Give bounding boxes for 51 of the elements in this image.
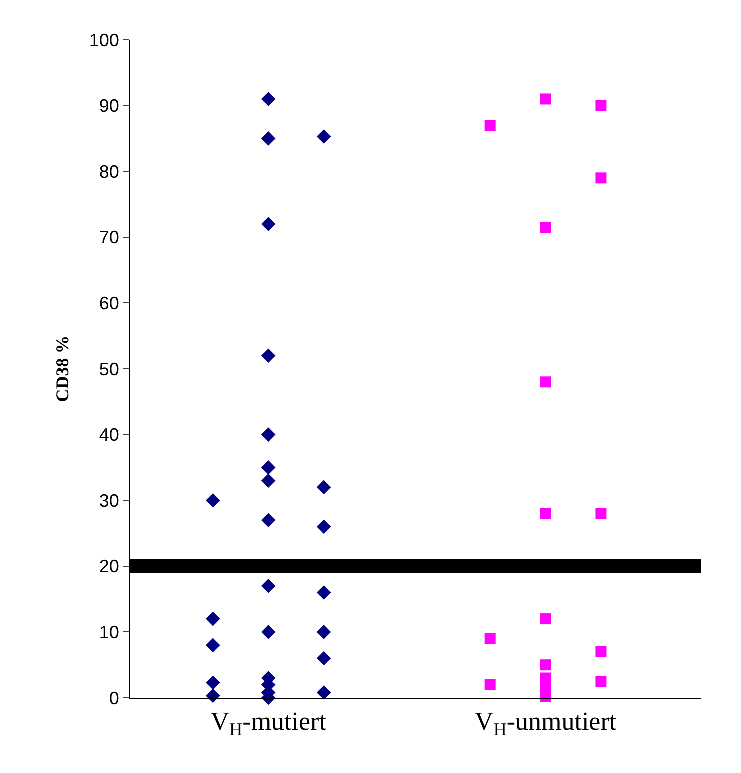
point xyxy=(261,217,276,232)
point xyxy=(316,651,332,666)
point xyxy=(540,691,552,702)
point xyxy=(206,638,220,653)
point xyxy=(206,688,220,704)
y-tick-label: 50 xyxy=(99,359,120,380)
point xyxy=(206,612,220,626)
point xyxy=(316,586,332,600)
point xyxy=(540,614,552,625)
x-tick-label: V$_{H}$-mutiert xyxy=(210,707,328,740)
x-tick-label: V$_{H}$-unmutiert xyxy=(474,707,618,740)
point xyxy=(596,676,607,688)
y-tick-label: 10 xyxy=(99,622,120,642)
y-tick-label: 70 xyxy=(99,228,120,248)
point xyxy=(316,686,332,700)
y-tick-label: 60 xyxy=(99,294,120,314)
point xyxy=(596,508,607,520)
point xyxy=(206,493,220,508)
point xyxy=(316,130,332,144)
point xyxy=(261,460,276,475)
point xyxy=(540,94,552,105)
point xyxy=(540,508,552,520)
point xyxy=(316,520,332,534)
point xyxy=(484,679,496,690)
point xyxy=(316,625,332,640)
point xyxy=(596,646,607,658)
point xyxy=(484,633,496,644)
point xyxy=(540,660,552,671)
y-tick-label: 80 xyxy=(99,162,120,182)
point xyxy=(596,100,607,112)
point xyxy=(261,513,276,528)
point xyxy=(261,132,276,146)
point xyxy=(316,480,332,495)
point xyxy=(261,474,276,488)
point xyxy=(540,222,552,234)
point xyxy=(261,578,276,594)
y-tick-label: 30 xyxy=(99,490,120,511)
y-tick-label: 100 xyxy=(89,30,120,50)
point xyxy=(261,625,276,640)
y-tick-label: 0 xyxy=(109,688,120,708)
y-tick-label: 90 xyxy=(99,96,120,116)
point xyxy=(261,348,276,363)
point xyxy=(261,428,276,442)
point xyxy=(484,120,496,132)
y-axis-title: CD38 % xyxy=(52,336,73,402)
y-tick-label: 20 xyxy=(99,556,120,577)
point xyxy=(261,92,276,106)
y-tick-label: 40 xyxy=(99,425,120,446)
point xyxy=(206,676,220,690)
point xyxy=(596,172,607,184)
point xyxy=(540,376,552,388)
